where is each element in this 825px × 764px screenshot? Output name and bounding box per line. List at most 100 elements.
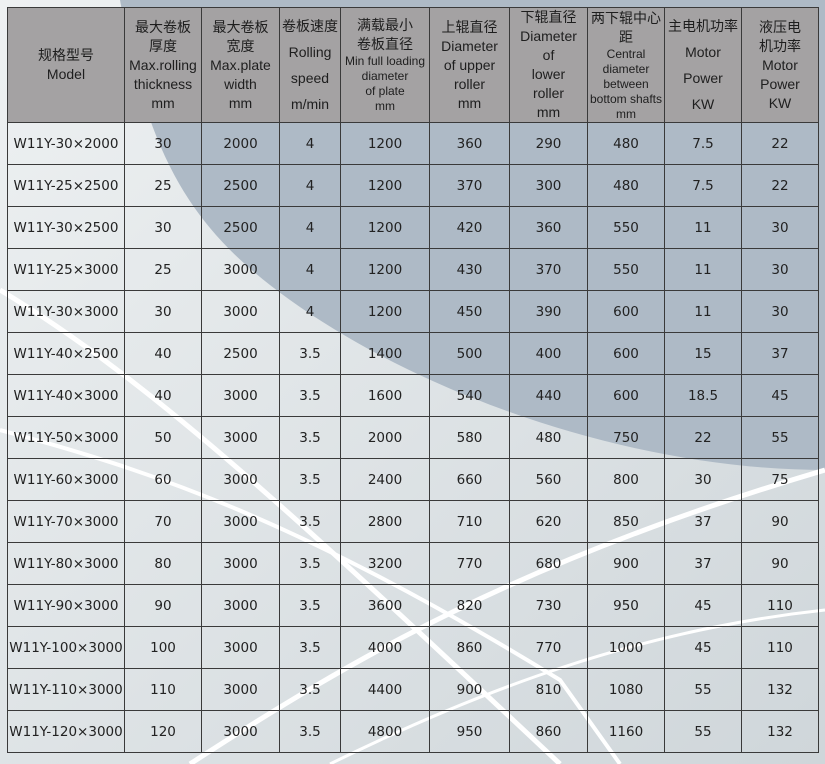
cell-min-full-loading-diameter: 1200	[340, 206, 430, 249]
cell-min-full-loading-diameter: 1600	[340, 374, 430, 417]
cell-model: W11Y-100×3000	[7, 626, 125, 669]
cell-rolling-speed: 4	[279, 122, 341, 165]
header-line: roller	[453, 75, 486, 92]
cell-rolling-speed: 4	[279, 248, 341, 291]
cell-max-plate-width: 3000	[201, 458, 280, 501]
cell-max-plate-width: 3000	[201, 500, 280, 543]
header-line: Motor	[685, 44, 721, 60]
header-line: 最大卷板	[135, 18, 191, 35]
cell-rolling-speed: 3.5	[279, 584, 341, 627]
cell-lower-roller-diameter: 390	[509, 290, 588, 333]
cell-rolling-speed: 3.5	[279, 332, 341, 375]
cell-model: W11Y-40×3000	[7, 374, 125, 417]
cell-bottom-shaft-center-distance: 750	[587, 416, 665, 459]
cell-hydraulic-motor-power: 75	[741, 458, 819, 501]
cell-main-motor-power: 11	[664, 248, 742, 291]
cell-hydraulic-motor-power: 30	[741, 206, 819, 249]
header-line: 满载最小	[357, 17, 413, 33]
header-line: 卷板速度	[282, 18, 338, 34]
table-row: W11Y-40×3000 40 3000 3.5 1600 540 440 600 18.5 45	[7, 374, 819, 417]
cell-upper-roller-diameter: 950	[429, 710, 510, 753]
cell-model: W11Y-80×3000	[7, 542, 125, 585]
cell-model: W11Y-30×3000	[7, 290, 125, 333]
cell-min-full-loading-diameter: 1200	[340, 290, 430, 333]
cell-main-motor-power: 37	[664, 542, 742, 585]
header-line: 两下辊中心距	[591, 9, 661, 45]
cell-hydraulic-motor-power: 45	[741, 374, 819, 417]
table-row: W11Y-30×2500 30 2500 4 1200 420 360 550 11 30	[7, 206, 819, 249]
cell-min-full-loading-diameter: 4000	[340, 626, 430, 669]
cell-rolling-speed: 3.5	[279, 416, 341, 459]
specification-table: 规格型号 Model 最大卷板 厚度 Max.rolling thickness mm 最大卷…	[7, 7, 819, 753]
cell-hydraulic-motor-power: 22	[741, 164, 819, 207]
cell-lower-roller-diameter: 770	[509, 626, 588, 669]
header-line: mm	[536, 104, 561, 120]
cell-rolling-speed: 3.5	[279, 668, 341, 711]
cell-rolling-speed: 3.5	[279, 626, 341, 669]
cell-hydraulic-motor-power: 110	[741, 626, 819, 669]
header-line: Model	[46, 66, 86, 82]
header-line: thickness	[133, 75, 193, 92]
cell-rolling-speed: 4	[279, 290, 341, 333]
cell-main-motor-power: 7.5	[664, 122, 742, 165]
cell-bottom-shaft-center-distance: 950	[587, 584, 665, 627]
header-line: m/min	[290, 96, 330, 112]
table-row: W11Y-25×2500 25 2500 4 1200 370 300 480 7.5 22	[7, 164, 819, 207]
cell-max-rolling-thickness: 100	[124, 626, 202, 669]
cell-max-plate-width: 2500	[201, 164, 280, 207]
cell-lower-roller-diameter: 290	[509, 122, 588, 165]
cell-bottom-shaft-center-distance: 900	[587, 542, 665, 585]
cell-min-full-loading-diameter: 4800	[340, 710, 430, 753]
cell-main-motor-power: 55	[664, 668, 742, 711]
table-row: W11Y-100×3000 100 3000 3.5 4000 860 770 1000 45 1…	[7, 626, 819, 669]
cell-min-full-loading-diameter: 3600	[340, 584, 430, 627]
cell-bottom-shaft-center-distance: 1080	[587, 668, 665, 711]
cell-bottom-shaft-center-distance: 800	[587, 458, 665, 501]
header-line: diameter	[602, 61, 650, 76]
cell-main-motor-power: 45	[664, 584, 742, 627]
cell-min-full-loading-diameter: 1200	[340, 122, 430, 165]
cell-upper-roller-diameter: 900	[429, 668, 510, 711]
header-hydraulic-motor-power: 液压电 机功率 Motor Power KW	[741, 7, 819, 123]
cell-min-full-loading-diameter: 1200	[340, 164, 430, 207]
cell-max-rolling-thickness: 50	[124, 416, 202, 459]
cell-bottom-shaft-center-distance: 600	[587, 290, 665, 333]
cell-main-motor-power: 37	[664, 500, 742, 543]
cell-hydraulic-motor-power: 90	[741, 500, 819, 543]
cell-bottom-shaft-center-distance: 600	[587, 374, 665, 417]
cell-model: W11Y-110×3000	[7, 668, 125, 711]
cell-hydraulic-motor-power: 22	[741, 122, 819, 165]
header-line: Diameter	[441, 37, 498, 54]
header-main-motor-power: 主电机功率 Motor Power KW	[664, 7, 742, 123]
cell-hydraulic-motor-power: 132	[741, 668, 819, 711]
cell-max-plate-width: 3000	[201, 542, 280, 585]
cell-model: W11Y-30×2000	[7, 122, 125, 165]
cell-upper-roller-diameter: 860	[429, 626, 510, 669]
cell-lower-roller-diameter: 360	[509, 206, 588, 249]
cell-max-plate-width: 2000	[201, 122, 280, 165]
cell-bottom-shaft-center-distance: 1000	[587, 626, 665, 669]
cell-max-rolling-thickness: 40	[124, 332, 202, 375]
cell-min-full-loading-diameter: 2000	[340, 416, 430, 459]
cell-upper-roller-diameter: 710	[429, 500, 510, 543]
cell-min-full-loading-diameter: 4400	[340, 668, 430, 711]
table-row: W11Y-70×3000 70 3000 3.5 2800 710 620 850 37 90	[7, 500, 819, 543]
cell-hydraulic-motor-power: 55	[741, 416, 819, 459]
header-line: mm	[151, 94, 175, 111]
header-max-plate-width: 最大卷板 宽度 Max.plate width mm	[201, 7, 280, 123]
cell-max-plate-width: 2500	[201, 206, 280, 249]
cell-max-rolling-thickness: 30	[124, 290, 202, 333]
header-line: diameter	[361, 69, 409, 83]
cell-model: W11Y-25×2500	[7, 164, 125, 207]
cell-model: W11Y-90×3000	[7, 584, 125, 627]
cell-lower-roller-diameter: 300	[509, 164, 588, 207]
cell-main-motor-power: 7.5	[664, 164, 742, 207]
cell-main-motor-power: 55	[664, 710, 742, 753]
table-row: W11Y-30×3000 30 3000 4 1200 450 390 600 11 30	[7, 290, 819, 333]
header-bottom-shaft-center-distance: 两下辊中心距 Central diameter between bottom shaft…	[587, 7, 665, 123]
cell-upper-roller-diameter: 770	[429, 542, 510, 585]
cell-rolling-speed: 3.5	[279, 374, 341, 417]
cell-max-plate-width: 3000	[201, 710, 280, 753]
cell-lower-roller-diameter: 680	[509, 542, 588, 585]
cell-bottom-shaft-center-distance: 850	[587, 500, 665, 543]
